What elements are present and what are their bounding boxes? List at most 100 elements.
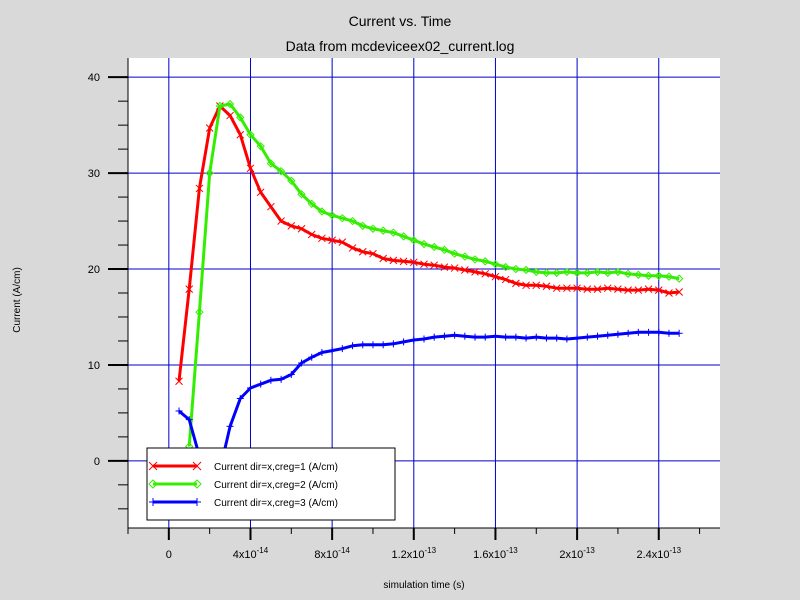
data-point bbox=[614, 330, 622, 338]
data-point bbox=[410, 336, 418, 344]
data-point bbox=[192, 461, 202, 471]
data-point bbox=[358, 221, 367, 231]
data-point bbox=[603, 284, 612, 293]
data-point bbox=[583, 268, 592, 278]
data-point bbox=[624, 329, 632, 337]
data-point bbox=[389, 340, 397, 348]
data-point bbox=[328, 236, 336, 245]
data-point bbox=[379, 254, 388, 263]
data-point bbox=[573, 284, 581, 293]
data-point bbox=[205, 124, 214, 132]
data-point bbox=[327, 211, 337, 220]
data-point bbox=[307, 199, 316, 209]
data-point bbox=[256, 188, 265, 197]
data-point bbox=[246, 130, 255, 139]
data-point bbox=[675, 329, 683, 337]
data-point bbox=[470, 255, 480, 264]
data-point bbox=[522, 334, 530, 342]
data-point bbox=[573, 334, 581, 342]
data-point bbox=[236, 130, 245, 139]
data-point bbox=[532, 281, 541, 290]
data-point bbox=[317, 207, 327, 216]
data-point bbox=[481, 257, 490, 266]
x-axis-label: simulation time (s) bbox=[383, 580, 464, 591]
data-point bbox=[236, 113, 245, 122]
data-point bbox=[553, 334, 561, 342]
data-point bbox=[276, 166, 286, 176]
data-point bbox=[297, 189, 306, 199]
data-point bbox=[460, 266, 469, 274]
data-point bbox=[471, 333, 479, 341]
data-point bbox=[430, 333, 438, 341]
data-point bbox=[266, 159, 276, 168]
data-point bbox=[491, 272, 500, 281]
data-point bbox=[358, 247, 367, 256]
data-point bbox=[644, 271, 653, 280]
legend-item: Current dir=x,creg=3 (A/cm) bbox=[149, 498, 338, 509]
x-tick-label: 4x10-14 bbox=[233, 546, 269, 561]
chart-title: Current vs. Time bbox=[348, 13, 452, 29]
data-point bbox=[287, 176, 296, 185]
data-point bbox=[287, 371, 295, 379]
data-point bbox=[481, 333, 489, 341]
data-point bbox=[440, 263, 449, 271]
y-tick-label: 10 bbox=[88, 360, 100, 372]
data-point bbox=[246, 164, 255, 173]
data-point bbox=[562, 267, 572, 277]
data-point bbox=[409, 258, 418, 267]
data-point bbox=[542, 334, 550, 342]
data-point bbox=[338, 213, 347, 223]
data-point bbox=[277, 217, 285, 225]
data-point bbox=[532, 267, 541, 277]
data-point bbox=[583, 333, 591, 341]
data-point bbox=[148, 461, 158, 471]
x-tick-label: 2.4x10-13 bbox=[636, 546, 681, 561]
data-point bbox=[225, 99, 235, 109]
data-point bbox=[430, 261, 439, 270]
data-point bbox=[654, 286, 663, 294]
data-point bbox=[175, 407, 183, 415]
data-point bbox=[298, 359, 306, 367]
data-point bbox=[369, 249, 377, 258]
data-point bbox=[420, 260, 428, 269]
data-point bbox=[604, 331, 612, 339]
data-point bbox=[267, 376, 275, 384]
x-tick-label: 1.6x10-13 bbox=[473, 546, 518, 561]
data-point bbox=[645, 328, 653, 336]
data-point bbox=[634, 328, 642, 336]
data-point bbox=[338, 238, 347, 247]
x-tick-label: 0 bbox=[166, 549, 172, 561]
y-tick-label: 0 bbox=[94, 456, 100, 468]
data-point bbox=[461, 332, 469, 340]
legend-item: Current dir=x,creg=1 (A/cm) bbox=[148, 461, 338, 473]
data-point bbox=[572, 268, 582, 278]
data-point bbox=[593, 285, 602, 294]
data-point bbox=[664, 272, 674, 281]
data-point bbox=[450, 264, 459, 272]
data-point bbox=[603, 268, 612, 278]
y-tick-label: 30 bbox=[88, 168, 100, 180]
data-point bbox=[521, 265, 531, 275]
data-point bbox=[378, 226, 388, 235]
data-point bbox=[460, 252, 470, 261]
data-point bbox=[349, 342, 357, 350]
data-point bbox=[665, 289, 673, 297]
data-point bbox=[277, 375, 285, 383]
data-point bbox=[542, 282, 551, 291]
data-point bbox=[185, 285, 194, 294]
y-axis-label: Current (A/cm) bbox=[12, 267, 23, 333]
data-point bbox=[532, 333, 540, 341]
data-point bbox=[205, 168, 214, 178]
data-point bbox=[399, 257, 408, 266]
data-point bbox=[491, 332, 499, 340]
data-point bbox=[399, 232, 408, 241]
data-point bbox=[308, 353, 316, 361]
data-point bbox=[419, 239, 429, 249]
data-point bbox=[429, 242, 439, 252]
data-point bbox=[420, 335, 428, 343]
data-point bbox=[256, 142, 265, 151]
data-point bbox=[644, 285, 653, 294]
data-point bbox=[624, 286, 632, 294]
data-point bbox=[328, 347, 336, 355]
